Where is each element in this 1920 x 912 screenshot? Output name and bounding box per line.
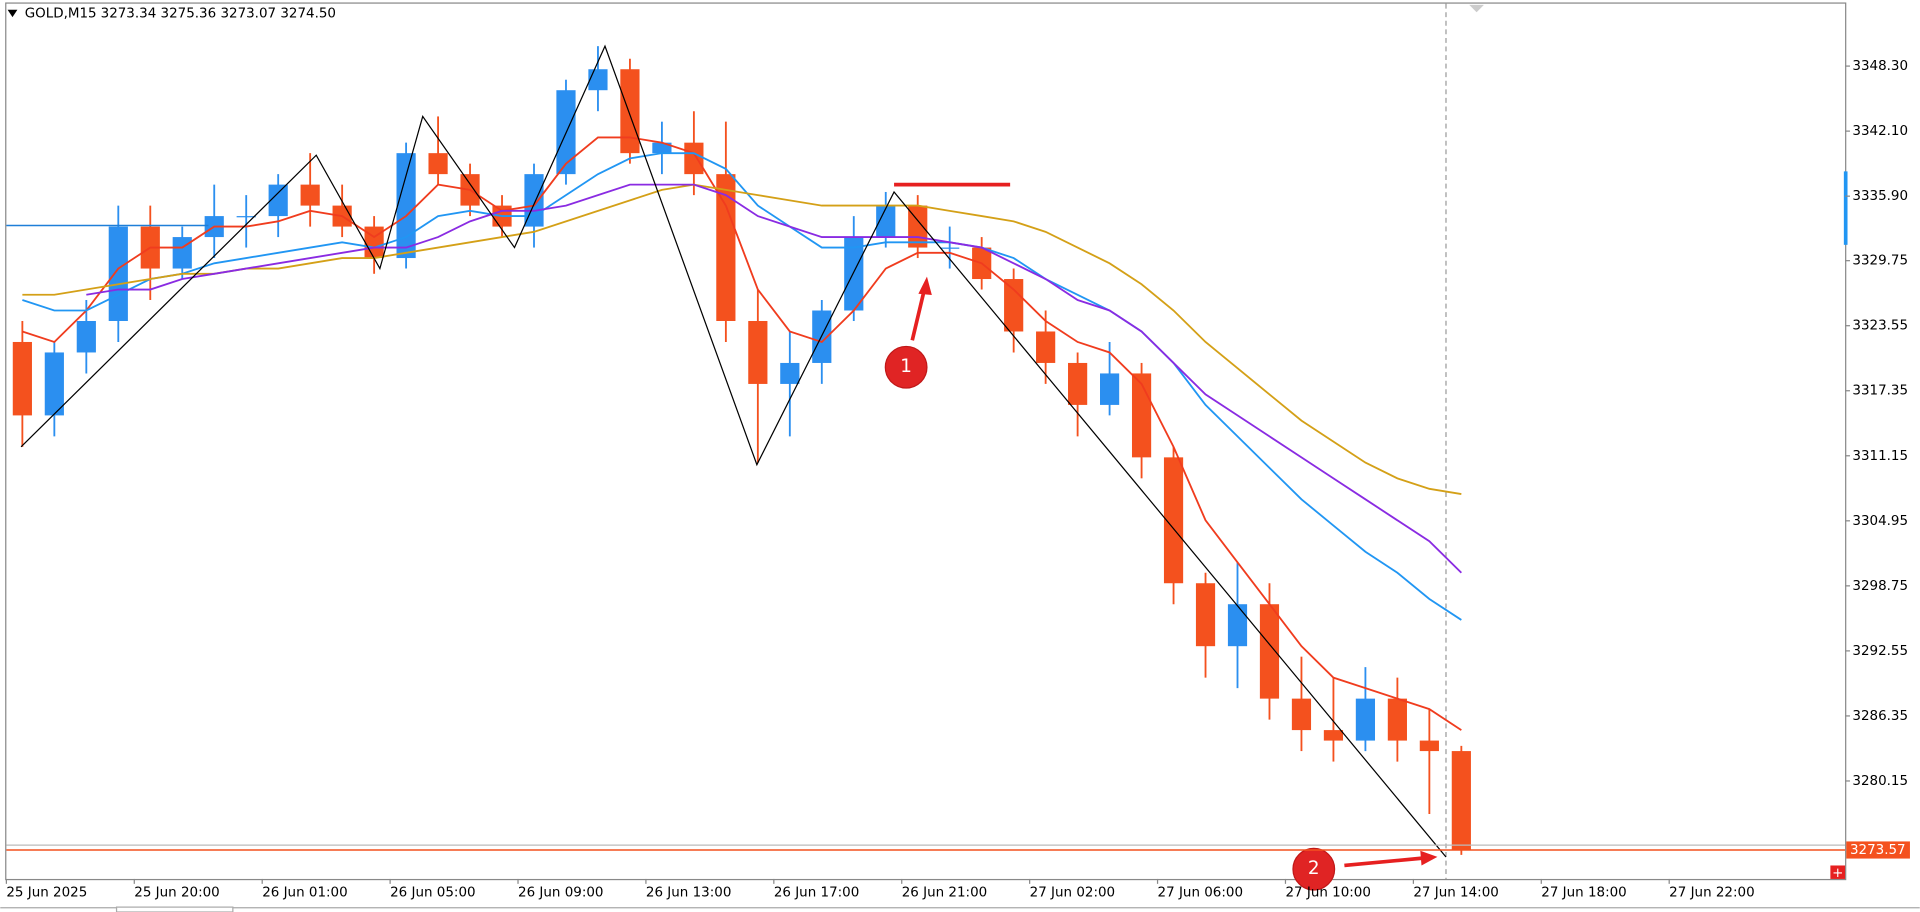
candle-body: [76, 320, 96, 353]
x-tick-label: 27 Jun 14:00: [1413, 885, 1498, 900]
candle-body: [1355, 698, 1376, 741]
moving-average: [22, 183, 1462, 495]
x-tick-label: 25 Jun 20:00: [134, 885, 219, 900]
y-tick-label: 3280.15: [1852, 774, 1908, 789]
candle-body: [716, 174, 736, 321]
candle-body: [1068, 362, 1088, 405]
y-tick-label: 3329.75: [1852, 254, 1908, 269]
menu-triangle: [7, 9, 18, 18]
candle-body: [588, 69, 608, 91]
candle-body: [1036, 331, 1056, 363]
candle-body: [1227, 604, 1248, 647]
y-tick-label: 3317.35: [1852, 384, 1908, 399]
price-tag-label: 3273.57: [1850, 843, 1906, 858]
candle-body: [108, 226, 128, 321]
x-tick-label: 27 Jun 02:00: [1030, 885, 1115, 900]
candle-body: [12, 341, 32, 416]
moving-average: [22, 152, 1462, 621]
y-tick-label: 3342.10: [1852, 124, 1908, 139]
marker-circle: [1292, 847, 1336, 891]
candle-body: [44, 352, 64, 416]
zigzag: [20, 44, 1447, 858]
x-tick-label: 26 Jun 05:00: [390, 885, 475, 900]
candle-body: [844, 237, 864, 311]
arrow: [1344, 856, 1423, 868]
candle-body: [780, 362, 800, 384]
candle-body: [748, 320, 768, 384]
x-tick-label: 27 Jun 10:00: [1285, 885, 1370, 900]
plot-frame: [5, 2, 1847, 881]
x-tick-label: 27 Jun 18:00: [1541, 885, 1626, 900]
add-button[interactable]: [1830, 865, 1846, 879]
candle-body: [1004, 279, 1024, 332]
candle-body: [172, 237, 192, 269]
candle-body: [1099, 373, 1120, 405]
x-tick-label: 26 Jun 09:00: [518, 885, 603, 900]
x-tick-label: 25 Jun 2025: [6, 885, 87, 900]
shift-marker: [1469, 4, 1484, 13]
annotation-2: 2: [1292, 847, 1438, 891]
candle-body: [620, 69, 640, 154]
ohlc-text: 3273.34 3275.36 3273.07 3274.50: [101, 6, 336, 21]
candle-body: [652, 142, 672, 154]
candle-body: [300, 184, 320, 206]
candle-body: [428, 153, 448, 175]
candle-body: [1419, 740, 1439, 752]
y-tick-label: 3298.75: [1852, 579, 1908, 594]
candle-body: [940, 247, 960, 249]
candle-body: [236, 216, 256, 218]
y-tick-label: 3304.95: [1852, 514, 1908, 529]
x-tick-label: 26 Jun 21:00: [902, 885, 987, 900]
marker-label: 2: [1308, 858, 1320, 879]
moving-average: [86, 183, 1462, 574]
y-tick-label: 3335.90: [1852, 189, 1908, 204]
candle-body: [1451, 751, 1471, 850]
moving-average: [22, 136, 1462, 731]
candle-body: [1259, 604, 1280, 699]
marker-label: 1: [900, 356, 912, 377]
x-tick-label: 26 Jun 01:00: [262, 885, 347, 900]
tab[interactable]: [115, 906, 234, 912]
x-tick-label: 27 Jun 22:00: [1669, 885, 1754, 900]
candle-body: [1195, 583, 1216, 647]
plot-area: [6, 44, 1471, 858]
scroll-indicator: [1843, 171, 1848, 245]
y-tick-label: 3311.15: [1852, 449, 1908, 464]
x-tick-label: 26 Jun 17:00: [774, 885, 859, 900]
x-tick-label: 27 Jun 06:00: [1158, 885, 1243, 900]
candle-body: [364, 226, 384, 259]
arrow-head: [918, 276, 932, 296]
annotation-1: 1: [884, 276, 932, 389]
candle-body: [876, 205, 896, 238]
y-tick-label: 3348.30: [1852, 59, 1908, 74]
x-tick-label: 26 Jun 13:00: [646, 885, 731, 900]
price-tag: [1846, 841, 1910, 859]
candle-body: [1131, 373, 1152, 458]
candle-body: [396, 153, 416, 259]
arrow-head: [1420, 850, 1438, 866]
candle-body: [268, 184, 288, 217]
candle-body: [1163, 457, 1184, 584]
add-button-icon: +: [1832, 866, 1843, 881]
candle-body: [1387, 698, 1407, 741]
y-tick-label: 3323.55: [1852, 319, 1908, 334]
arrow: [910, 288, 927, 341]
symbol-title: GOLD,M15: [25, 6, 97, 21]
marker-circle: [884, 345, 928, 389]
candle-body: [1323, 730, 1344, 741]
candle-body: [1291, 698, 1312, 731]
candle-body: [684, 142, 704, 175]
y-tick-label: 3286.35: [1852, 709, 1908, 724]
y-tick-label: 3292.55: [1852, 644, 1908, 659]
